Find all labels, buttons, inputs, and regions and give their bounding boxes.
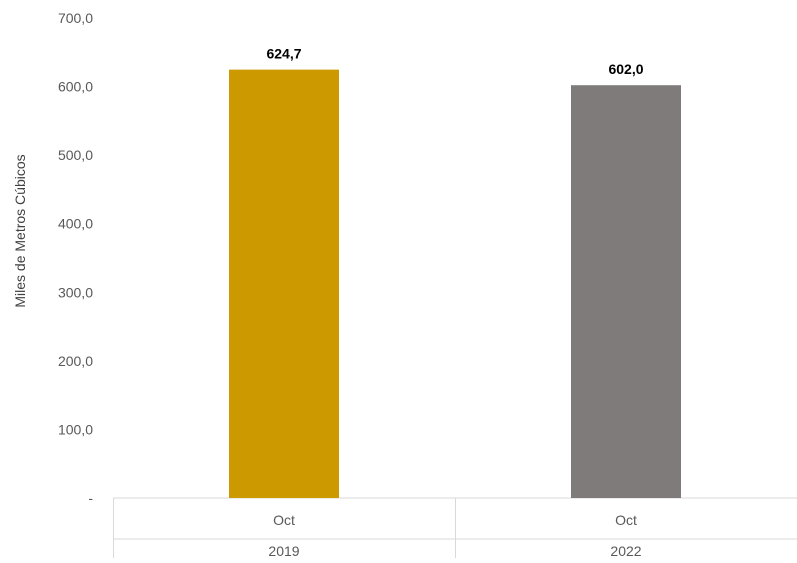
y-axis-ticks: - 100,0 200,0 300,0 400,0 500,0 600,0 700,0: [58, 10, 93, 506]
bars: [229, 69, 681, 499]
category-month-label: Oct: [615, 512, 637, 528]
category-month-label: Oct: [273, 512, 295, 528]
y-axis-title: Miles de Metros Cúbicos: [12, 154, 28, 307]
y-tick-label: 400,0: [58, 216, 93, 232]
category-year-label: 2022: [610, 543, 641, 558]
data-label-2019: 624,7: [266, 46, 301, 62]
y-tick-label: 700,0: [58, 10, 93, 26]
y-tick-label: 200,0: [58, 353, 93, 369]
category-axis-grid: [113, 497, 797, 558]
y-tick-label: 500,0: [58, 147, 93, 163]
y-tick-label: 300,0: [58, 284, 93, 300]
y-tick-label: -: [88, 490, 93, 506]
category-year-label: 2019: [268, 543, 299, 558]
bar-2022: [571, 85, 681, 498]
data-label-2022: 602,0: [608, 61, 643, 77]
y-tick-label: 600,0: [58, 79, 93, 95]
data-labels: 624,7 602,0: [266, 46, 643, 78]
bar-2019: [229, 69, 339, 499]
category-labels: Oct 2019 Oct 2022: [268, 512, 641, 559]
y-tick-label: 100,0: [58, 421, 93, 437]
